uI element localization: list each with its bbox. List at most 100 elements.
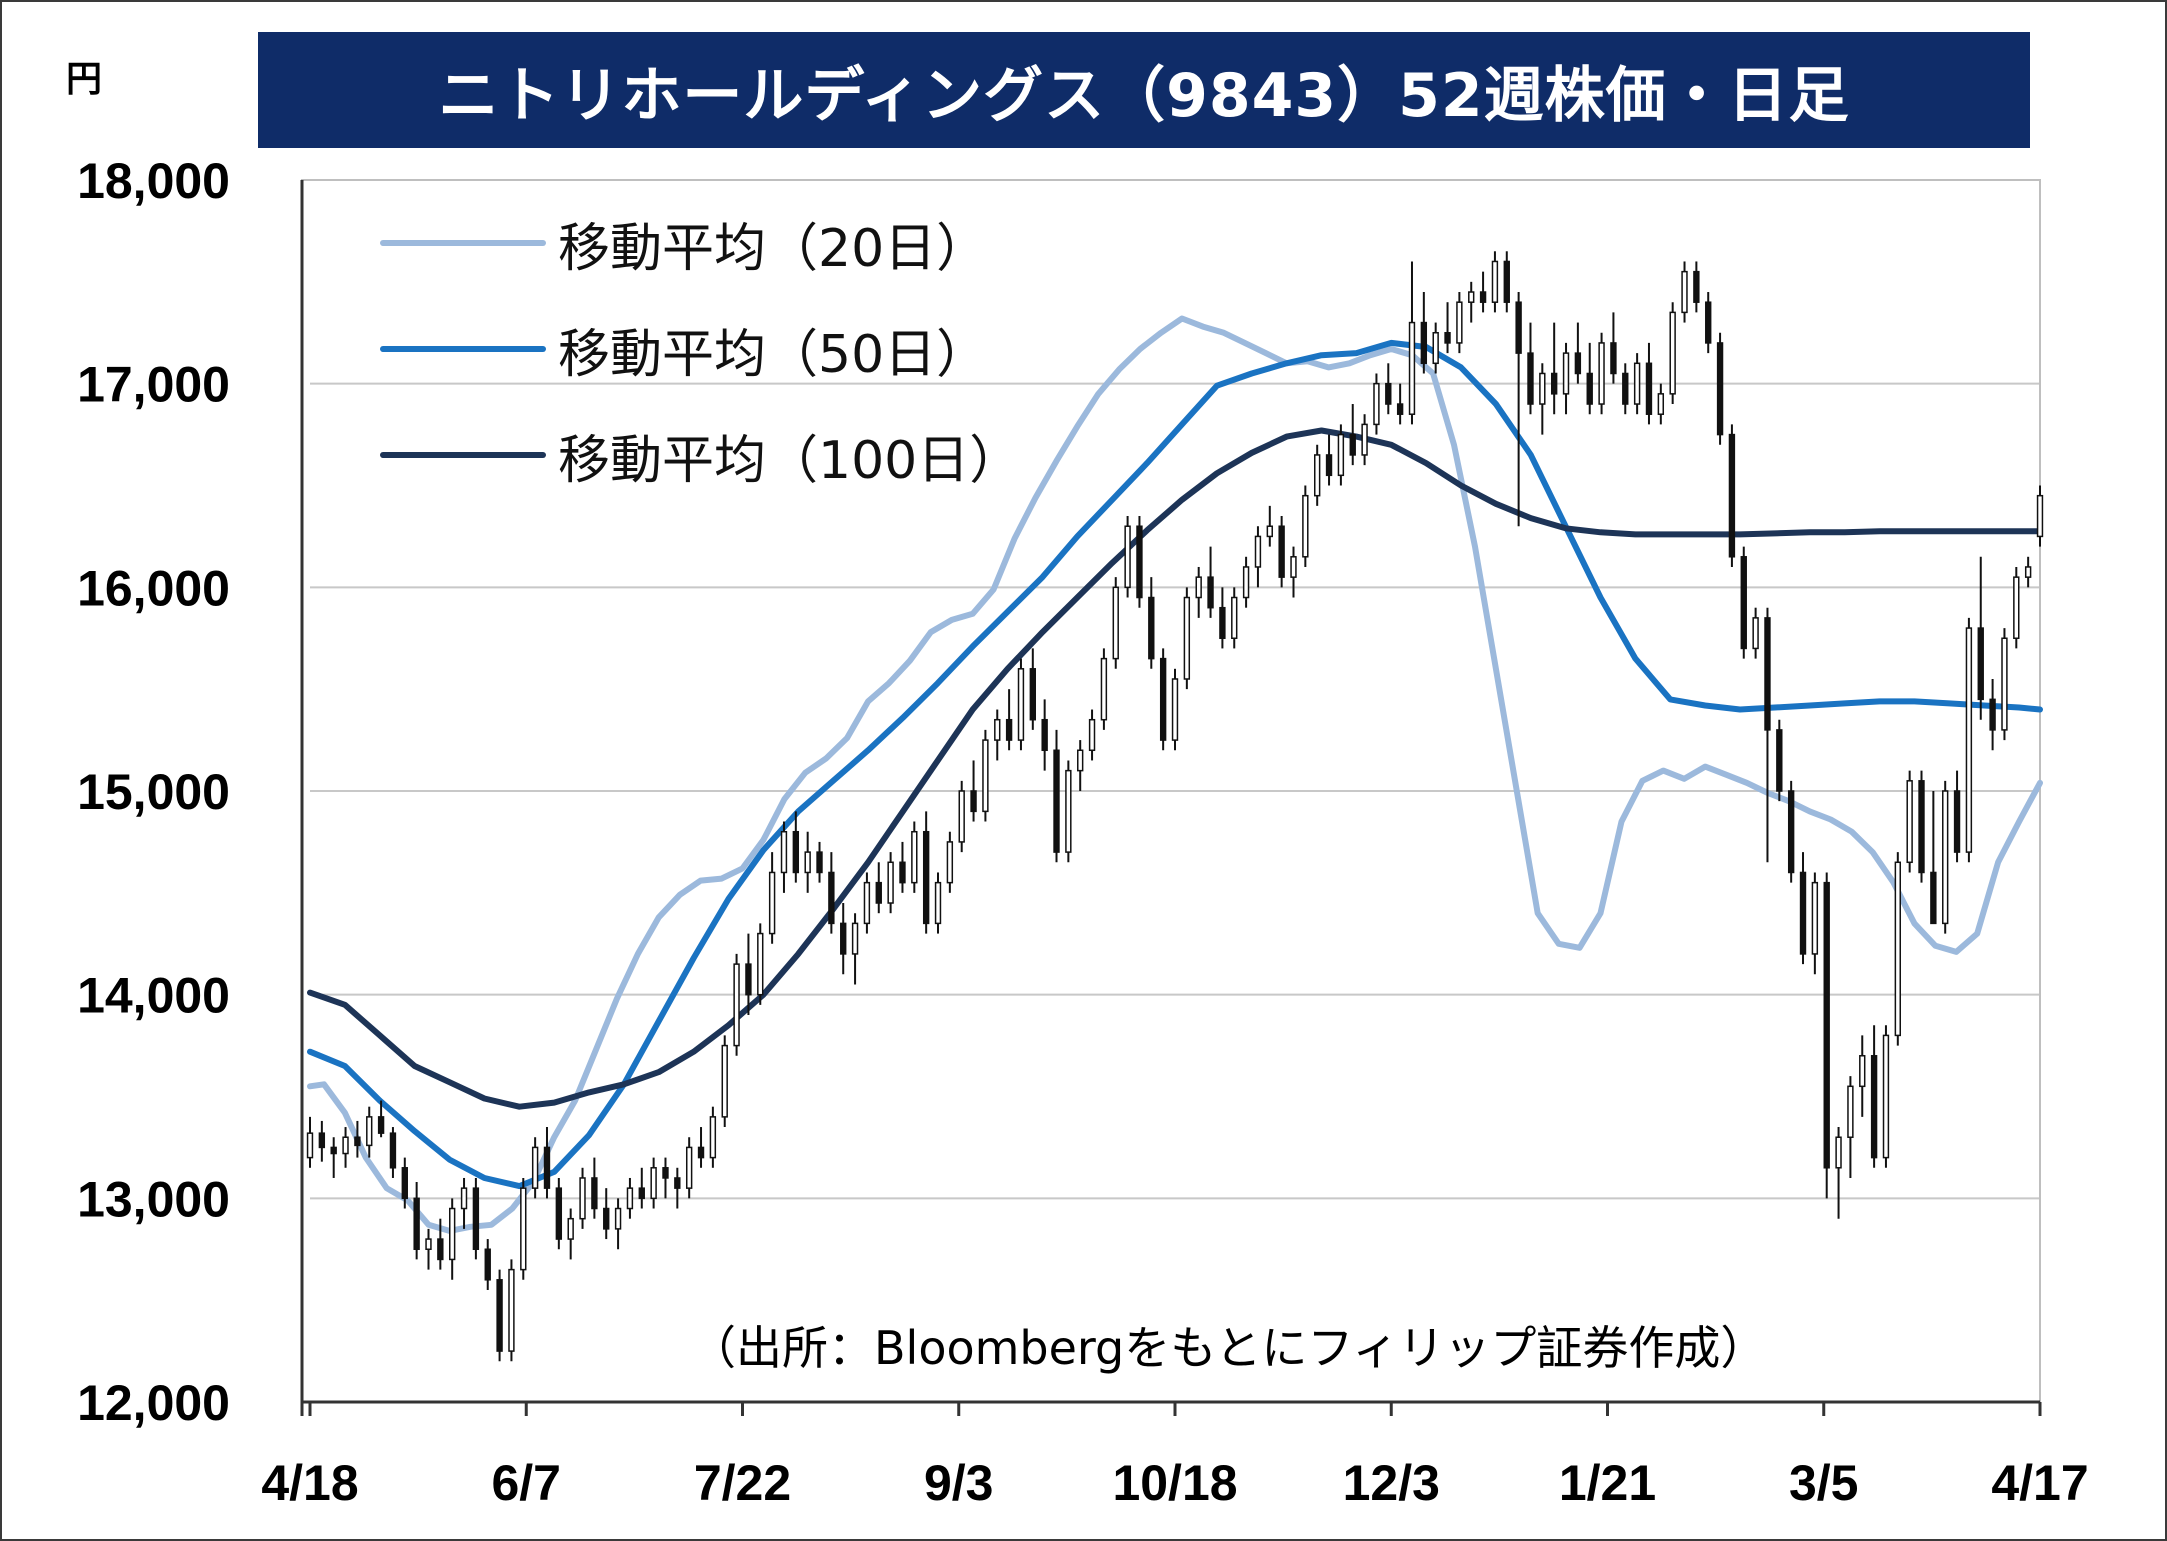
candle-body bbox=[1550, 372, 1558, 395]
candle-body bbox=[958, 790, 965, 843]
candle-body bbox=[614, 1207, 622, 1230]
candle-body bbox=[1539, 372, 1546, 405]
candle-body bbox=[851, 922, 859, 955]
candle-body bbox=[1716, 342, 1724, 436]
candle-body bbox=[1337, 433, 1345, 477]
candle-body bbox=[757, 932, 764, 996]
candle-body bbox=[1681, 270, 1688, 314]
legend-item-ma100: 移動平均（100日） bbox=[380, 415, 1021, 495]
candle-body bbox=[887, 861, 894, 904]
candle-body bbox=[994, 718, 1001, 741]
candle-body bbox=[579, 1177, 586, 1220]
candle-body bbox=[1965, 627, 1973, 853]
candle-body bbox=[768, 871, 776, 935]
x-tick-label: 1/21 bbox=[1559, 1455, 1656, 1511]
candle-body bbox=[1124, 525, 1131, 589]
candle-body bbox=[603, 1207, 610, 1230]
candle-body bbox=[721, 1044, 728, 1118]
x-tick-label: 12/3 bbox=[1343, 1455, 1440, 1511]
candle-body bbox=[1432, 332, 1439, 365]
candle-body bbox=[1088, 718, 1096, 752]
candle-body bbox=[318, 1132, 326, 1149]
candle-body bbox=[922, 830, 930, 925]
x-tick-label: 3/5 bbox=[1789, 1455, 1859, 1511]
candle-body bbox=[1148, 596, 1155, 660]
y-tick-label: 13,000 bbox=[77, 1171, 230, 1227]
legend-label-ma20: 移動平均（20日） bbox=[558, 218, 989, 279]
candle-body bbox=[1705, 301, 1712, 344]
candle-body bbox=[745, 963, 752, 996]
candle-body bbox=[1953, 790, 1961, 853]
candle-body bbox=[1859, 1055, 1866, 1088]
x-tick-label: 10/18 bbox=[1112, 1455, 1237, 1511]
candle-body bbox=[1112, 586, 1119, 660]
candle-body bbox=[1799, 871, 1807, 955]
candle-body bbox=[1266, 525, 1273, 538]
candle-body bbox=[1065, 769, 1072, 853]
candle-body bbox=[377, 1116, 385, 1134]
candle-body bbox=[1314, 454, 1321, 497]
candle-body bbox=[1408, 321, 1416, 415]
candle-body bbox=[1053, 749, 1060, 853]
candle-body bbox=[1930, 871, 1937, 925]
candle-body bbox=[1361, 423, 1368, 456]
candle-body bbox=[1586, 372, 1593, 405]
candle-body bbox=[1491, 260, 1499, 303]
candle-body bbox=[1728, 433, 1736, 558]
candle-body bbox=[508, 1268, 515, 1352]
candle-body bbox=[366, 1116, 373, 1147]
candle-body bbox=[1242, 566, 1250, 599]
moving-average-lines bbox=[307, 315, 2043, 1234]
candle-body bbox=[1420, 321, 1428, 365]
x-tick-label: 4/18 bbox=[261, 1455, 358, 1511]
x-tick-label: 6/7 bbox=[491, 1455, 561, 1511]
candle-body bbox=[484, 1248, 491, 1281]
candle-body bbox=[1740, 556, 1747, 650]
candle-body bbox=[1823, 881, 1830, 1169]
y-tick-label: 12,000 bbox=[77, 1375, 230, 1431]
candle-body bbox=[1373, 382, 1380, 426]
candle-body bbox=[1645, 362, 1653, 415]
candle-body bbox=[413, 1197, 420, 1251]
candle-body bbox=[306, 1132, 314, 1159]
candle-body bbox=[709, 1116, 717, 1159]
x-tick-label: 7/22 bbox=[694, 1455, 791, 1511]
ma-line-2 bbox=[307, 427, 2043, 1110]
candle-body bbox=[1942, 790, 1949, 925]
candle-body bbox=[1468, 291, 1475, 303]
candle-body bbox=[1764, 617, 1771, 731]
candle-body bbox=[1100, 657, 1108, 721]
candle-body bbox=[1041, 718, 1048, 752]
candle-body bbox=[1195, 576, 1202, 599]
candlesticks bbox=[306, 251, 2044, 1362]
candle-body bbox=[472, 1187, 480, 1251]
candle-body bbox=[1610, 342, 1617, 375]
legend-item-ma50: 移動平均（50日） bbox=[380, 309, 988, 389]
candle-body bbox=[1847, 1085, 1854, 1138]
candle-body bbox=[389, 1132, 397, 1169]
candle-body bbox=[626, 1187, 634, 1210]
candle-body bbox=[1562, 352, 1570, 395]
candle-body bbox=[792, 830, 800, 874]
candle-body bbox=[1207, 576, 1214, 609]
legend-swatch-ma20 bbox=[380, 240, 546, 246]
candle-body bbox=[2024, 566, 2032, 578]
y-tick-label: 18,000 bbox=[77, 153, 230, 209]
candle-body bbox=[496, 1279, 503, 1352]
candle-body bbox=[875, 881, 882, 904]
candle-body bbox=[1290, 556, 1297, 578]
candle-body bbox=[1918, 780, 1925, 874]
candle-body bbox=[697, 1146, 705, 1159]
candle-body bbox=[1574, 352, 1582, 375]
candle-body bbox=[460, 1187, 468, 1210]
candle-body bbox=[638, 1187, 645, 1200]
candle-body bbox=[555, 1187, 563, 1240]
candle-body bbox=[1219, 606, 1226, 640]
candle-body bbox=[816, 851, 823, 874]
candle-body bbox=[1515, 301, 1522, 354]
candle-body bbox=[1989, 698, 1996, 731]
candle-body bbox=[543, 1146, 551, 1189]
candle-body bbox=[520, 1187, 527, 1271]
candle-body bbox=[1657, 393, 1665, 415]
